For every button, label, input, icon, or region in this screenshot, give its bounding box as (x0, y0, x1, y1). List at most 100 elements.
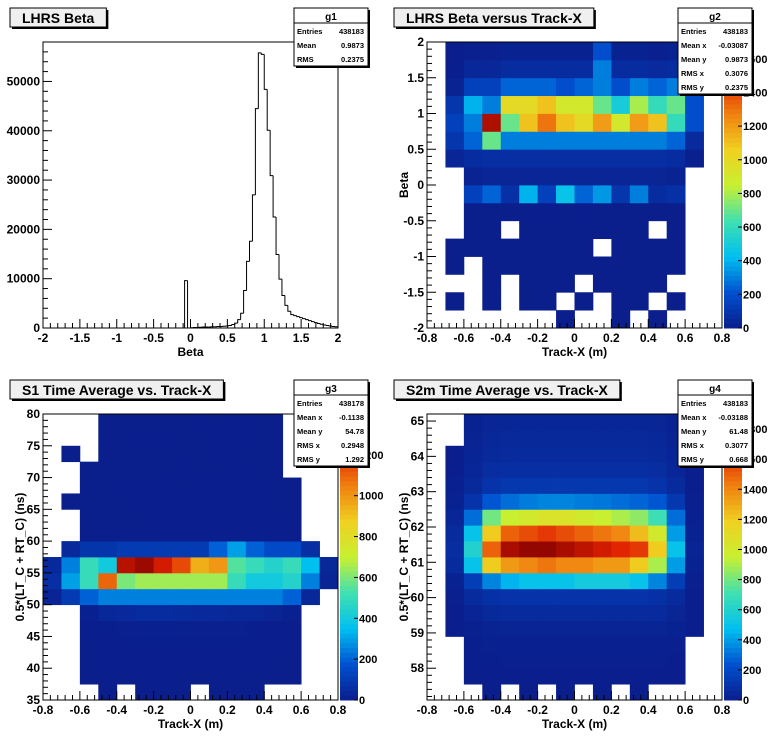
colorbar-segment (340, 509, 358, 515)
y-tick-label: 10000 (7, 272, 41, 286)
colorbar-segment (724, 308, 742, 315)
heatmap-cell (500, 636, 520, 653)
heatmap-cell (648, 113, 668, 132)
heatmap-cell (685, 572, 704, 590)
colorbar-segment (340, 695, 358, 701)
heatmap-cell (190, 652, 210, 669)
colorbar-tick-label: 0 (359, 695, 365, 707)
colorbar-segment (340, 514, 358, 520)
colorbar-segment (724, 547, 742, 553)
colorbar-segment (724, 599, 742, 606)
y-tick-label: 65 (27, 502, 41, 516)
plot-frame (42, 41, 339, 329)
pad-g1[interactable]: -2 -1.5 -1 -0.5 0 0.5 1 1.5 2 0 10000 20000 30000 400… (0, 0, 384, 372)
heatmap-cell (61, 445, 81, 463)
heatmap-cell (574, 652, 594, 669)
colorbar-segment (340, 680, 358, 687)
heatmap-cell (43, 572, 62, 590)
heatmap-cell (463, 588, 483, 606)
colorbar-segment (724, 261, 742, 267)
heatmap-cell (611, 620, 631, 637)
y-tick-label: 45 (27, 629, 41, 643)
heatmap-cell (482, 185, 502, 204)
heatmap-cell (463, 238, 483, 257)
heatmap-cell (537, 461, 557, 478)
heatmap-cell (648, 429, 668, 447)
heatmap-cell (500, 149, 520, 168)
stats-value: 54.78 (345, 427, 364, 436)
x-tick-label: -1 (111, 331, 122, 345)
heatmap-cell (98, 684, 118, 701)
stats-label: Mean x (681, 413, 707, 422)
heatmap-cell (519, 493, 539, 510)
heatmap-cell (648, 668, 668, 685)
colorbar-segment (724, 618, 742, 625)
heatmap-cell (556, 167, 575, 186)
heatmap-cell (264, 668, 284, 685)
heatmap-cell (61, 572, 81, 590)
heatmap-cell (445, 525, 465, 542)
heatmap-cell (648, 461, 668, 478)
heatmap-cell (592, 477, 612, 494)
pad-g4[interactable]: 0 200 400 600 800 1000 1200 1400 1600 1800 -0.8 -0.… (384, 372, 768, 744)
colorbar-segment (724, 289, 742, 296)
colorbar-segment (724, 285, 742, 291)
stats-value: 0.2948 (341, 441, 364, 450)
heatmap-cell (629, 167, 649, 186)
heatmap-cell (116, 620, 136, 637)
heatmap-cell (666, 652, 686, 669)
y-tick-label: 35 (27, 693, 41, 707)
x-tick-label: 0 (187, 703, 194, 717)
heatmap-cell (592, 557, 612, 574)
stats-box-frame (677, 7, 753, 95)
heatmap-cell (190, 604, 210, 621)
colorbar-segment (724, 695, 742, 701)
heatmap-cell (172, 509, 191, 526)
heatmap-cell (135, 477, 155, 494)
heatmap-cell (208, 684, 228, 701)
heatmap-cell (629, 113, 649, 132)
heatmap-cell (629, 557, 649, 574)
heatmap-cell (592, 274, 612, 293)
heatmap-cell (556, 77, 575, 97)
heatmap-cell (556, 42, 575, 61)
heatmap-cell (648, 588, 668, 606)
heatmap-cell (463, 445, 483, 463)
colorbar-segment (724, 194, 742, 200)
heatmap-cell (685, 557, 704, 574)
heatmap-cell (227, 636, 247, 653)
histogram-bin (293, 314, 297, 317)
heatmap-cell (556, 113, 575, 132)
heatmap-cell (208, 652, 228, 669)
pad-g3[interactable]: 0 200 400 600 800 1000 1200 -0.8 -0.6 -0.4 -0.2 0 0.… (0, 372, 384, 744)
heatmap-cell (537, 113, 557, 132)
pad-g2[interactable]: 0 200 400 600 800 1000 1200 1400 1600 -0.8 -0.6 -0.… (384, 0, 768, 372)
x-tick-label: 0.6 (677, 703, 694, 717)
stats-label: Mean y (297, 427, 323, 436)
histogram-bin (246, 260, 250, 291)
heatmap-cell (482, 445, 502, 463)
heatmap-cell (611, 220, 631, 240)
heatmap-cell (98, 636, 118, 653)
histogram-bin (263, 54, 268, 90)
heatmap-cell (537, 493, 557, 510)
heatmap-cell (208, 636, 228, 653)
heatmap-cell (482, 256, 502, 275)
heatmap-cell (574, 113, 594, 132)
heatmap-cell (574, 668, 594, 685)
heatmap-cell (61, 493, 81, 510)
heatmap-cell (445, 477, 465, 494)
heatmap-cell (264, 541, 284, 558)
stats-label: Mean (297, 41, 317, 50)
heatmap-cell (629, 42, 649, 61)
heatmap-cell (500, 95, 520, 114)
heatmap-cell (61, 541, 81, 558)
heatmap-cell (482, 509, 502, 526)
heatmap-cell (519, 541, 539, 558)
histogram-bin (281, 279, 285, 296)
heatmap-cell (172, 493, 191, 510)
histogram-bin (272, 175, 277, 218)
colorbar-segment (724, 680, 742, 687)
heatmap-cell (519, 477, 539, 494)
